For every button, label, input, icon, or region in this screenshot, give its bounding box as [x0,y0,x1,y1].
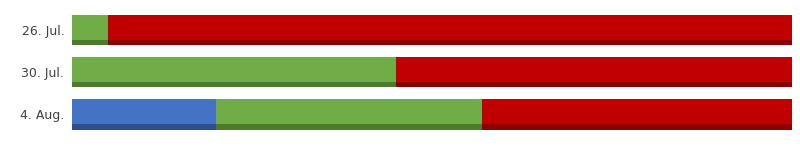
Bar [72,40,108,45]
Bar [216,99,482,130]
Bar [72,99,216,130]
Bar [482,99,792,130]
Bar [72,15,108,45]
Bar [72,57,396,87]
Bar [72,124,216,130]
Bar [108,40,792,45]
Bar [396,82,792,87]
Bar [396,57,792,87]
Bar [72,82,396,87]
Bar [482,124,792,130]
Bar [216,124,482,130]
Bar [108,15,792,45]
